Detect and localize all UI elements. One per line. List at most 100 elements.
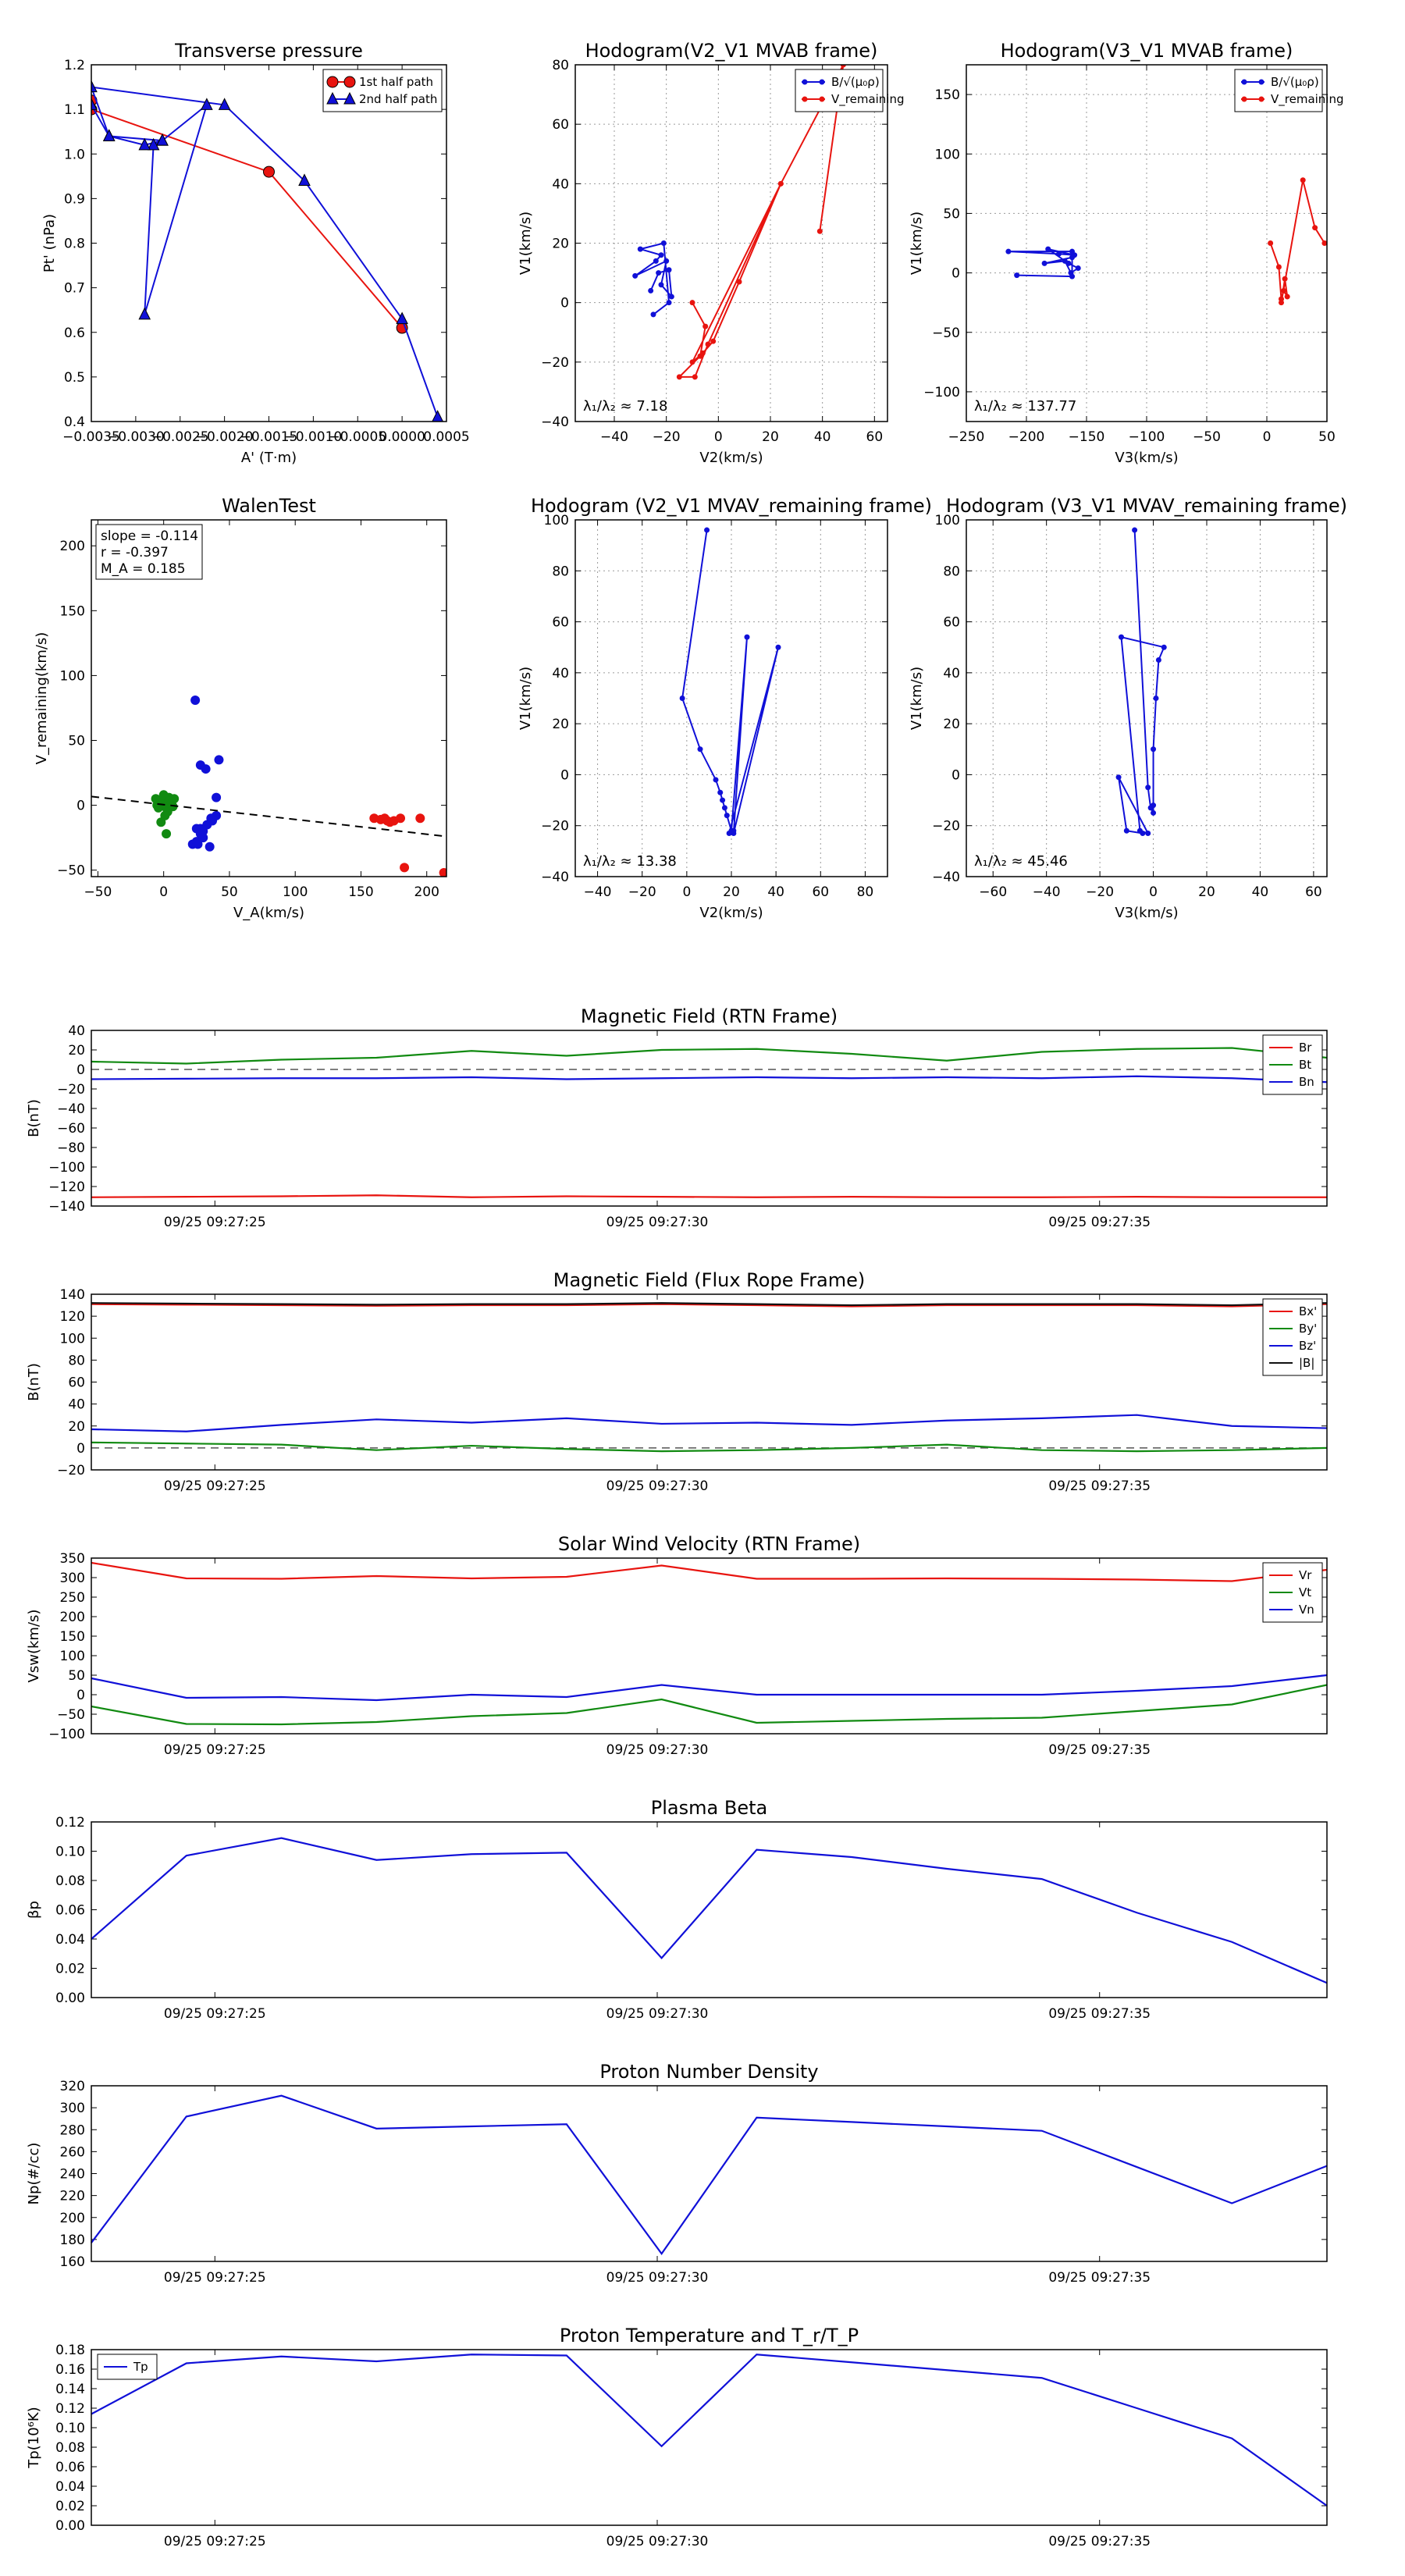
x-tick-label: 20	[723, 884, 740, 900]
chart-bfield_rtn: −140 −120 −100 −80 −60 −40 −20 0 20 40 09/25 09:27…	[26, 1023, 1328, 1230]
y-tick-label: 260	[60, 2144, 85, 2160]
x-tick-label: 09/25 09:27:35	[1048, 2270, 1151, 2286]
y-axis-label: βp	[26, 1901, 42, 1919]
data-point	[816, 228, 823, 234]
y-tick-label: 20	[68, 1419, 85, 1435]
data-point	[705, 341, 711, 347]
data-point	[720, 797, 726, 803]
data-point	[658, 252, 664, 258]
y-tick-label: 20	[943, 717, 960, 732]
eigen-ratio-annotation: λ₁/λ₂ ≈ 45.46	[974, 853, 1068, 870]
data-point	[666, 267, 672, 273]
y-tick-label: −60	[57, 1121, 85, 1137]
y-tick-label: 280	[60, 2122, 85, 2138]
legend-marker	[343, 91, 356, 105]
x-tick-label: 0	[159, 884, 168, 900]
data-point	[637, 246, 643, 252]
stats-box	[95, 524, 203, 580]
data-point	[1161, 644, 1167, 650]
chart-h2: −250 −200 −150 −100 −50 0 50 −100 −50 0 50 100 150 V3…	[909, 64, 1344, 466]
y-tick-label: 120	[60, 1309, 85, 1325]
y-axis-label: Np(#/cc)	[26, 2143, 42, 2205]
series-line-1	[1269, 180, 1325, 303]
legend-marker	[343, 76, 356, 88]
chart-h3: −40 −20 0 20 40 60 80 −40 −20 0 20 40 60 80 100 V2(km/s…	[518, 513, 888, 921]
x-tick-label: 09/25 09:27:25	[164, 2534, 266, 2549]
chart-pt: −0.0035−0.0030−0.0025−0.0020−0.0015−0.00…	[41, 58, 470, 466]
x-tick-label: 150	[348, 884, 373, 900]
y-tick-label: 40	[552, 666, 569, 681]
stat-text: r = -0.397	[101, 545, 169, 560]
series-line-2	[91, 1075, 1328, 1083]
series-line-0	[91, 1837, 1328, 1984]
data-point	[1145, 785, 1151, 791]
x-tick-label: 50	[221, 884, 238, 900]
y-tick-label: 100	[935, 513, 960, 528]
y-tick-label: 0.12	[55, 2401, 85, 2417]
series-line-3	[91, 1302, 1328, 1307]
data-point	[726, 831, 732, 837]
axes-frame	[574, 519, 888, 877]
data-point	[1321, 240, 1327, 246]
y-tick-label: 0.5	[64, 370, 85, 386]
axes-frame	[91, 1557, 1328, 1735]
legend-box	[795, 69, 884, 112]
data-point	[1062, 258, 1068, 264]
series-line-1	[91, 1441, 1328, 1453]
x-tick-label: −40	[584, 884, 612, 900]
chart-bfield_fr: −20 0 20 40 60 80 100 120 140 09/25 09:27:25 09/25…	[26, 1287, 1328, 1494]
x-tick-label: 09/25 09:27:35	[1048, 1215, 1151, 1230]
data-point	[1045, 246, 1051, 252]
y-tick-label: −40	[932, 870, 960, 885]
x-tick-label: −20	[1086, 884, 1114, 900]
legend-label: Bz'	[1299, 1339, 1316, 1353]
x-tick-label: −60	[979, 884, 1007, 900]
x-tick-label: −20	[653, 429, 681, 445]
axes-frame	[91, 519, 447, 877]
y-tick-label: 0.00	[55, 1991, 85, 2006]
x-axis-label: A' (T·m)	[241, 450, 297, 466]
series-line-1	[91, 1047, 1328, 1065]
data-point	[648, 287, 654, 294]
y-tick-label: 100	[935, 147, 960, 162]
axes-frame	[91, 1030, 1328, 1207]
data-point	[1145, 831, 1151, 837]
data-point	[156, 133, 169, 146]
x-tick-label: 40	[814, 429, 831, 445]
data-point	[632, 272, 638, 279]
y-tick-label: 0	[76, 799, 85, 814]
x-tick-label: 0.0005	[423, 429, 469, 445]
x-tick-label: −100	[1129, 429, 1165, 445]
scatter-point	[396, 813, 406, 824]
data-point	[777, 180, 784, 187]
data-point	[663, 258, 670, 264]
series-line-0	[1118, 530, 1165, 835]
y-tick-label: −40	[541, 415, 569, 430]
data-point	[713, 777, 719, 783]
y-tick-label: 0	[76, 1688, 85, 1703]
data-point	[147, 137, 160, 151]
data-point	[1151, 809, 1157, 816]
data-point	[1132, 527, 1138, 533]
y-axis-label: V1(km/s)	[909, 667, 925, 730]
scatter-point	[415, 813, 425, 824]
data-point	[775, 644, 781, 650]
data-point	[1282, 276, 1288, 282]
y-tick-label: 0.06	[55, 1903, 85, 1919]
x-tick-label: 80	[857, 884, 874, 900]
y-tick-label: 80	[943, 564, 960, 579]
y-tick-label: 100	[60, 1331, 85, 1347]
x-tick-label: 09/25 09:27:30	[606, 2534, 709, 2549]
y-tick-label: 0.12	[55, 1815, 85, 1831]
y-tick-label: 150	[935, 87, 960, 103]
data-point	[717, 789, 724, 795]
data-point	[731, 827, 737, 834]
scatter-point	[198, 826, 208, 836]
data-point	[660, 240, 667, 246]
series-line-0	[91, 2354, 1328, 2507]
data-point	[689, 300, 695, 306]
x-tick-label: −0.0015	[240, 429, 298, 445]
chart-title-bfield_rtn: Magnetic Field (RTN Frame)	[581, 1005, 838, 1027]
y-tick-label: 20	[552, 717, 569, 732]
